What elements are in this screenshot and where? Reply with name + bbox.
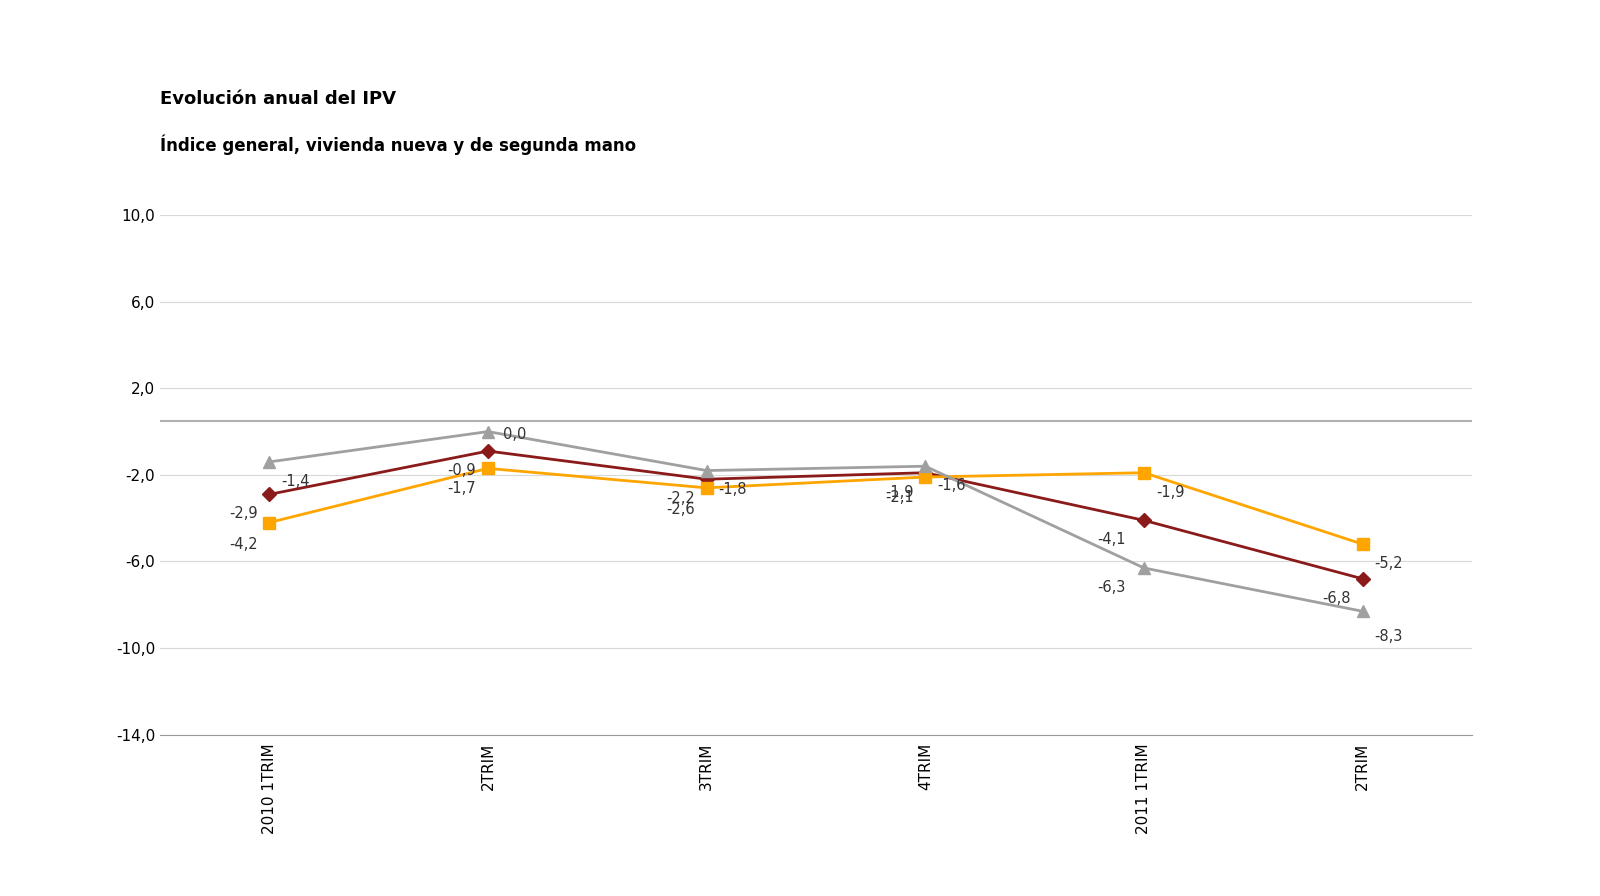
Text: -1,9: -1,9 xyxy=(885,485,914,500)
Text: -6,8: -6,8 xyxy=(1322,590,1350,606)
Text: -6,3: -6,3 xyxy=(1098,580,1125,595)
Text: -2,6: -2,6 xyxy=(666,502,694,517)
Text: -1,4: -1,4 xyxy=(282,474,310,489)
Text: 0,0: 0,0 xyxy=(502,427,526,443)
Text: -4,2: -4,2 xyxy=(229,537,258,552)
Text: -2,1: -2,1 xyxy=(885,490,914,505)
Text: -5,2: -5,2 xyxy=(1374,556,1403,571)
Text: -4,1: -4,1 xyxy=(1098,532,1125,547)
Text: -1,7: -1,7 xyxy=(448,481,477,496)
Text: -1,6: -1,6 xyxy=(938,478,966,493)
Text: -8,3: -8,3 xyxy=(1374,629,1403,643)
Text: -2,9: -2,9 xyxy=(229,506,258,521)
Text: -1,8: -1,8 xyxy=(718,482,747,497)
Text: Índice general, vivienda nueva y de segunda mano: Índice general, vivienda nueva y de segu… xyxy=(160,134,637,155)
Text: -2,2: -2,2 xyxy=(666,491,694,506)
Text: -0,9: -0,9 xyxy=(448,463,477,478)
Text: -1,9: -1,9 xyxy=(1155,485,1184,500)
Text: Evolución anual del IPV: Evolución anual del IPV xyxy=(160,90,397,108)
